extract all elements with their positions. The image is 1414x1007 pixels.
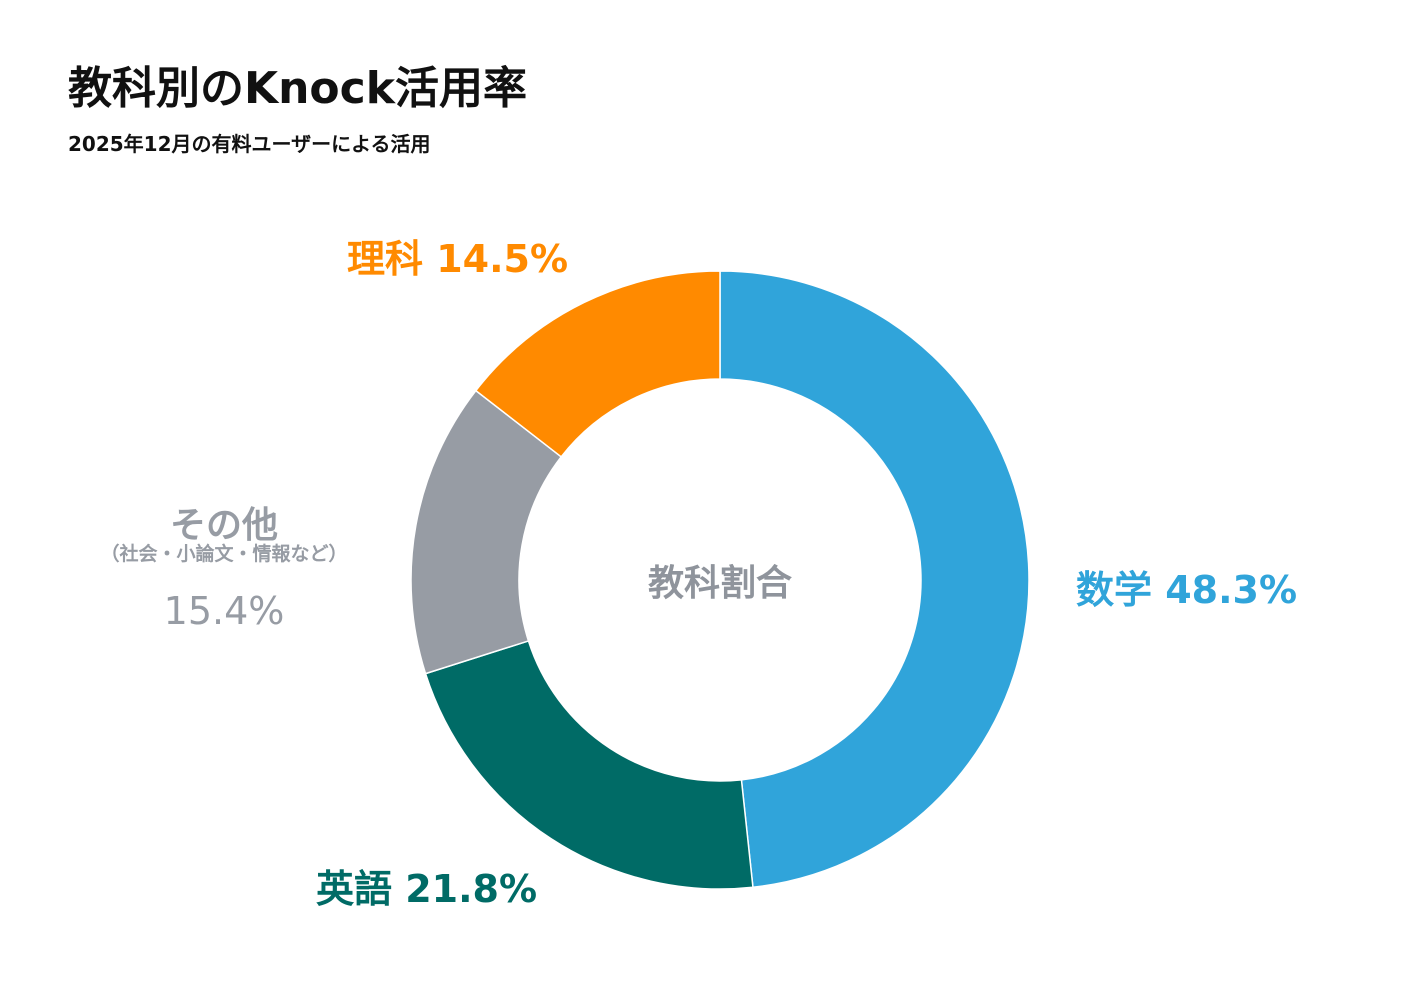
slice-label-other-name: その他 bbox=[169, 505, 279, 546]
slice-science bbox=[474, 270, 721, 458]
slice-label-science: 理科 14.5% bbox=[347, 237, 569, 281]
slice-label-other-note: （社会・小論文・情報など） bbox=[100, 543, 348, 565]
slice-label-math: 数学 48.3% bbox=[1076, 568, 1298, 612]
slice-math bbox=[719, 270, 1030, 889]
chart-title: 教科別のKnock活用率 bbox=[68, 63, 527, 114]
chart-subtitle: 2025年12月の有料ユーザーによる活用 bbox=[68, 132, 431, 156]
slice-english bbox=[424, 639, 754, 890]
donut-center-label: 教科割合 bbox=[647, 563, 793, 604]
slice-label-other-value: 15.4% bbox=[163, 589, 285, 633]
slice-label-english: 英語 21.8% bbox=[316, 867, 538, 911]
